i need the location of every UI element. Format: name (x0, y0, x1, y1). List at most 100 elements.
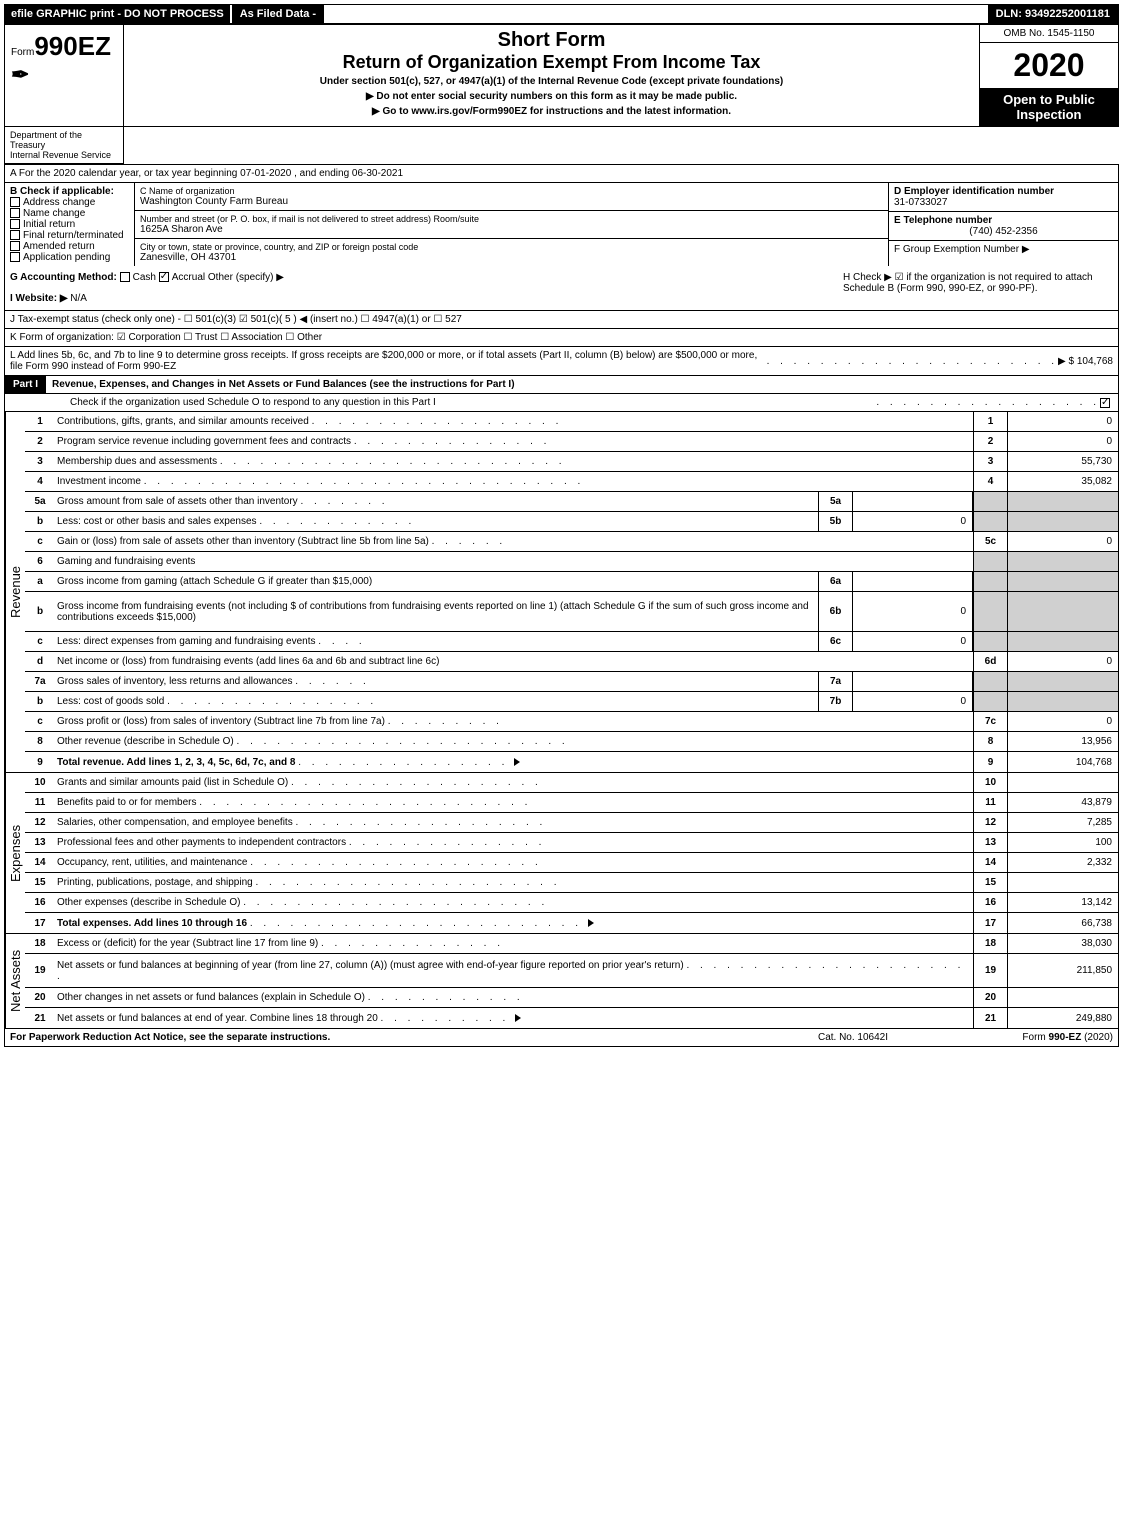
b-item-2: Initial return (23, 219, 75, 230)
ein: 31-0733027 (894, 197, 1113, 208)
line2-val: 0 (1008, 432, 1118, 451)
line5a-mid: 5a (818, 492, 853, 511)
addr-label: Number and street (or P. O. box, if mail… (140, 214, 883, 224)
b-item-5: Application pending (23, 252, 110, 263)
efile-label: efile GRAPHIC print - DO NOT PROCESS (5, 5, 230, 23)
netassets-label: Net Assets (5, 934, 25, 1028)
line3-desc: Membership dues and assessments (57, 456, 217, 467)
line6d-val: 0 (1008, 652, 1118, 671)
e-label: E Telephone number (894, 215, 1113, 226)
dept-cell: Department of the Treasury Internal Reve… (4, 127, 124, 164)
goto-note: ▶ Go to www.irs.gov/Form990EZ for instru… (128, 106, 975, 117)
line2-desc: Program service revenue including govern… (57, 436, 351, 447)
row-g: G Accounting Method: Cash Accrual Other … (5, 266, 838, 310)
b-item-0: Address change (23, 197, 95, 208)
line7c-val: 0 (1008, 712, 1118, 731)
section-b: B Check if applicable: Address change Na… (5, 183, 135, 266)
netassets-section: Net Assets 18Excess or (deficit) for the… (4, 934, 1119, 1029)
line7b-midval: 0 (853, 692, 973, 711)
check-initial[interactable] (10, 219, 20, 229)
line15-desc: Printing, publications, postage, and shi… (57, 877, 253, 888)
l-text: L Add lines 5b, 6c, and 7b to line 9 to … (10, 350, 767, 372)
return-title: Return of Organization Exempt From Incom… (128, 52, 975, 73)
line6c-mid: 6c (818, 632, 853, 651)
line21-desc: Net assets or fund balances at end of ye… (57, 1013, 378, 1024)
top-bar: efile GRAPHIC print - DO NOT PROCESS As … (4, 4, 1119, 24)
part1-check[interactable] (1100, 398, 1110, 408)
line14-val: 2,332 (1008, 853, 1118, 872)
org-name: Washington County Farm Bureau (140, 196, 883, 207)
line6b-mid: 6b (818, 592, 853, 631)
i-label: I Website: ▶ (10, 293, 68, 304)
line9-val: 104,768 (1008, 752, 1118, 772)
c-label: C Name of organization (140, 186, 883, 196)
expenses-section: Expenses 10Grants and similar amounts pa… (4, 773, 1119, 934)
form-number: 990EZ (34, 31, 111, 61)
row-l: L Add lines 5b, 6c, and 7b to line 9 to … (4, 347, 1119, 376)
line17-desc: Total expenses. Add lines 10 through 16 (57, 918, 247, 929)
line12-val: 7,285 (1008, 813, 1118, 832)
check-accrual[interactable] (159, 272, 169, 282)
short-form-title: Short Form (128, 29, 975, 52)
check-amended[interactable] (10, 241, 20, 251)
part1-check-note: Check if the organization used Schedule … (10, 397, 876, 408)
phone: (740) 452-2356 (894, 226, 1113, 237)
org-city: Zanesville, OH 43701 (140, 252, 883, 263)
b-item-4: Amended return (23, 241, 95, 252)
dept-label: Department of the Treasury (10, 130, 118, 150)
part1-dots: . . . . . . . . . . . . . . . . . (876, 397, 1100, 408)
treasury-icon: ✒ (11, 62, 117, 88)
check-final[interactable] (10, 230, 20, 240)
check-pending[interactable] (10, 252, 20, 262)
check-name[interactable] (10, 208, 20, 218)
line1-val: 0 (1008, 412, 1118, 431)
line1-desc: Contributions, gifts, grants, and simila… (57, 416, 309, 427)
tax-year: 2020 (980, 43, 1118, 88)
line13-desc: Professional fees and other payments to … (57, 837, 346, 848)
g-cash: Cash (133, 272, 156, 283)
line14-desc: Occupancy, rent, utilities, and maintena… (57, 857, 247, 868)
info-grid: B Check if applicable: Address change Na… (4, 183, 1119, 266)
revenue-section: Revenue 1Contributions, gifts, grants, a… (4, 412, 1119, 773)
section-a: A For the 2020 calendar year, or tax yea… (4, 164, 1119, 183)
line19-val: 211,850 (1008, 954, 1118, 987)
line5c-desc: Gain or (loss) from sale of assets other… (57, 536, 429, 547)
check-cash[interactable] (120, 272, 130, 282)
line8-val: 13,956 (1008, 732, 1118, 751)
d-label: D Employer identification number (894, 186, 1113, 197)
form-id-cell: Form990EZ ✒ (4, 24, 124, 127)
line13-val: 100 (1008, 833, 1118, 852)
i-value: N/A (70, 293, 87, 304)
line11-desc: Benefits paid to or for members (57, 797, 197, 808)
row-k: K Form of organization: ☑ Corporation ☐ … (4, 329, 1119, 347)
line16-val: 13,142 (1008, 893, 1118, 912)
line19-desc: Net assets or fund balances at beginning… (57, 960, 684, 971)
line6d-desc: Net income or (loss) from fundraising ev… (55, 653, 973, 670)
g-label: G Accounting Method: (10, 272, 117, 283)
footer: For Paperwork Reduction Act Notice, see … (4, 1029, 1119, 1047)
expenses-label: Expenses (5, 773, 25, 933)
line11-val: 43,879 (1008, 793, 1118, 812)
b-item-1: Name change (23, 208, 85, 219)
form-prefix: Form (11, 47, 34, 58)
as-filed-label: As Filed Data - (232, 5, 324, 23)
row-j: J Tax-exempt status (check only one) - ☐… (4, 311, 1119, 329)
line16-desc: Other expenses (describe in Schedule O) (57, 897, 240, 908)
line4-desc: Investment income (57, 476, 141, 487)
footer-left: For Paperwork Reduction Act Notice, see … (10, 1032, 753, 1043)
line12-desc: Salaries, other compensation, and employ… (57, 817, 293, 828)
line6a-desc: Gross income from gaming (attach Schedul… (55, 573, 818, 590)
line9-desc: Total revenue. Add lines 1, 2, 3, 4, 5c,… (57, 757, 295, 768)
form-header: Form990EZ ✒ Short Form Return of Organiz… (4, 24, 1119, 127)
f-label: F Group Exemption Number ▶ (894, 244, 1113, 255)
title-cell: Short Form Return of Organization Exempt… (124, 24, 979, 127)
section-c: C Name of organization Washington County… (135, 183, 888, 266)
line8-desc: Other revenue (describe in Schedule O) (57, 736, 234, 747)
omb-number: OMB No. 1545-1150 (980, 25, 1118, 43)
line7a-desc: Gross sales of inventory, less returns a… (57, 676, 292, 687)
line7b-mid: 7b (818, 692, 853, 711)
check-address[interactable] (10, 197, 20, 207)
g-other: Other (specify) ▶ (208, 272, 284, 283)
line5b-midval: 0 (853, 512, 973, 531)
part1-check-row: Check if the organization used Schedule … (4, 394, 1119, 412)
